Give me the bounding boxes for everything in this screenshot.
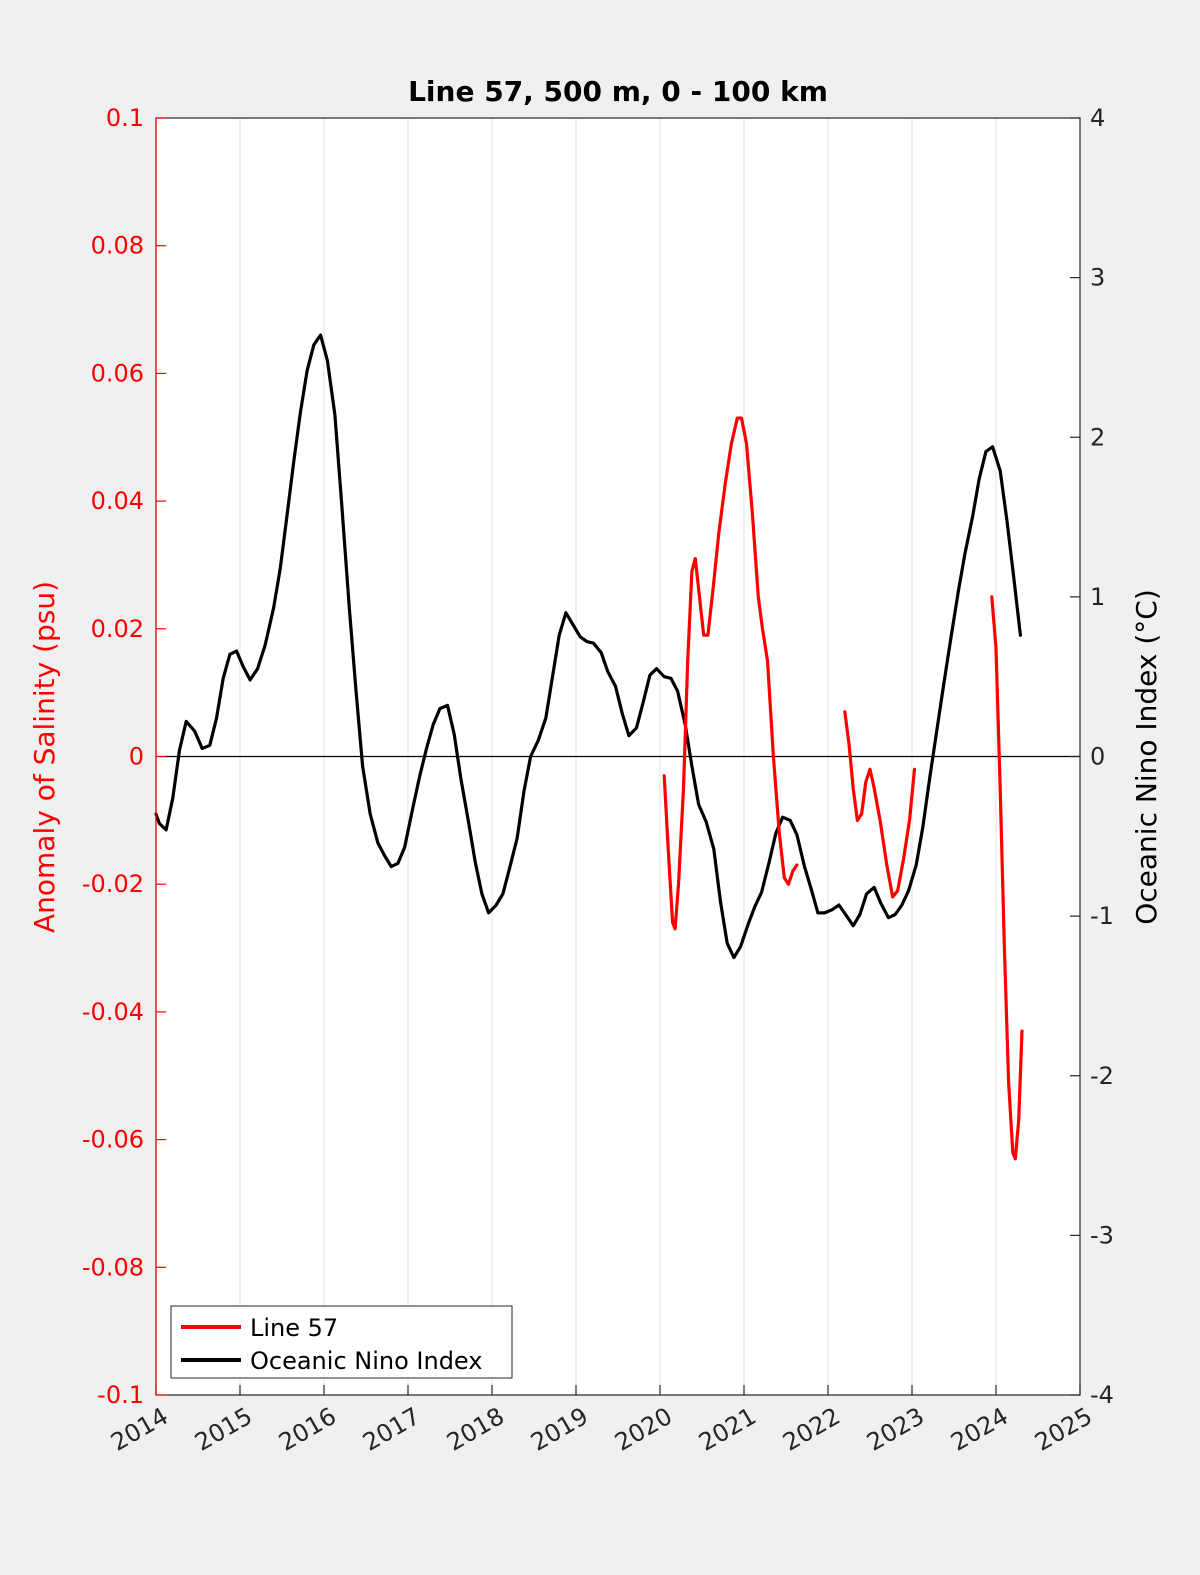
y-left-tick-label: -0.04 (82, 998, 144, 1026)
y-right-tick-label: 4 (1090, 104, 1105, 132)
y-right-tick-label: 2 (1090, 423, 1105, 451)
series-line-line-57-segment-3 (990, 595, 1024, 1161)
series-line-line-57-segment-2 (843, 710, 917, 899)
y-left-tick-label: 0.06 (91, 359, 144, 387)
chart-title: Line 57, 500 m, 0 - 100 km (408, 75, 828, 108)
y-left-tick-label: 0.02 (91, 615, 144, 643)
y-right-tick-label: -3 (1090, 1221, 1114, 1249)
y-left-tick-label: 0.04 (91, 487, 144, 515)
y-axis-right: 4 3 2 1 0 -1 -2 -3 -4 (1070, 104, 1114, 1409)
legend: Line 57 Oceanic Nino Index (170, 1305, 513, 1379)
series-layer (154, 333, 1024, 1161)
series-line-oceanic-nino-index (154, 333, 1022, 960)
y-right-tick-label: 3 (1090, 264, 1105, 292)
y-axis-left: 0.1 0.08 0.06 0.04 0.02 0 -0.02 -0.04 -0.06 -0.08… (82, 104, 166, 1409)
y-left-tick-label: -0.1 (97, 1381, 144, 1409)
y-right-tick-label: -4 (1090, 1381, 1114, 1409)
y-right-tick-label: 1 (1090, 583, 1105, 611)
y-axis-left-label: Anomaly of Salinity (psu) (28, 581, 61, 933)
y-right-tick-label: -1 (1090, 902, 1114, 930)
legend-label-oni: Oceanic Nino Index (250, 1347, 482, 1375)
y-left-tick-label: 0.08 (91, 232, 144, 260)
y-right-tick-label: -2 (1090, 1062, 1114, 1090)
y-left-tick-label: -0.06 (82, 1126, 144, 1154)
series-line-line-57-segment-1 (662, 416, 799, 931)
y-left-tick-label: 0.1 (106, 104, 144, 132)
y-left-tick-label: -0.08 (82, 1253, 144, 1281)
y-right-tick-label: 0 (1090, 743, 1105, 771)
y-left-tick-label: -0.02 (82, 870, 144, 898)
y-axis-right-label: Oceanic Nino Index (°C) (1130, 589, 1163, 925)
legend-label-line-57: Line 57 (250, 1314, 338, 1342)
y-left-tick-label: 0 (129, 743, 144, 771)
legend-box (170, 1305, 513, 1379)
